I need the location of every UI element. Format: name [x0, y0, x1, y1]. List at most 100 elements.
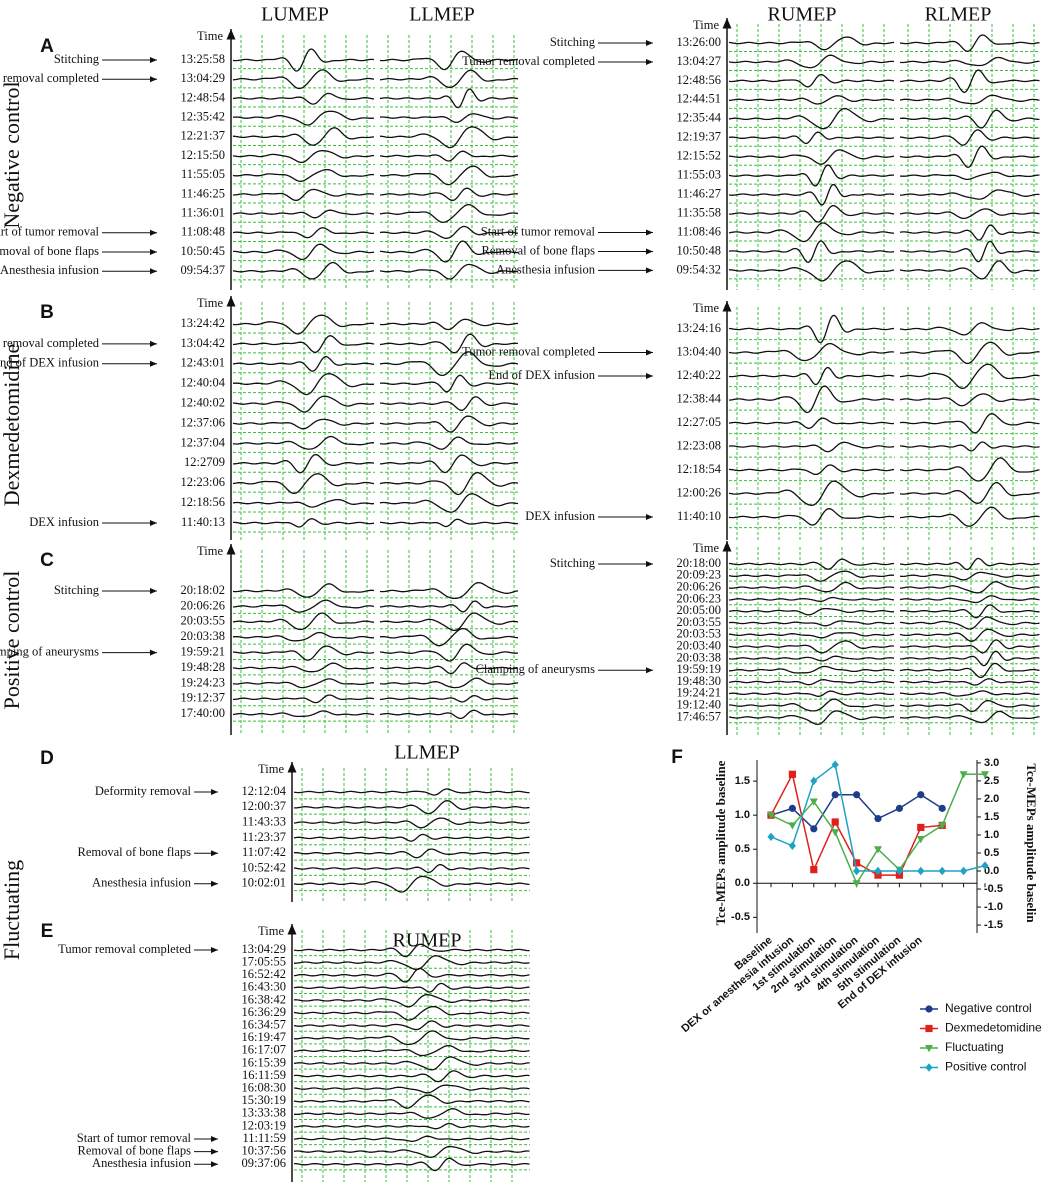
waveform — [728, 632, 895, 639]
waveform — [899, 224, 1040, 241]
time-axis-label: Time — [693, 541, 719, 555]
waveform — [293, 1145, 530, 1158]
waveform — [379, 69, 519, 88]
time-label: 11:40:10 — [677, 509, 721, 523]
legend-label: Dexmedetomidine — [945, 1021, 1042, 1035]
waveform — [232, 168, 375, 182]
waveform — [232, 314, 375, 335]
series-line — [770, 793, 943, 830]
waveform — [293, 943, 530, 958]
time-label: 12:19:37 — [677, 130, 721, 144]
waveform — [232, 355, 375, 372]
time-axis-label: Time — [197, 544, 223, 558]
waveform — [899, 628, 1040, 642]
time-label: 13:26:00 — [677, 35, 721, 49]
y2-axis-label: Tce-MEPs amplitude baselin — [1024, 763, 1039, 923]
time-label: 13:25:58 — [181, 52, 225, 66]
legend-marker — [925, 1063, 933, 1072]
data-point — [767, 832, 775, 841]
event-label: Tumor removal completed — [0, 71, 100, 85]
waveform — [379, 471, 519, 496]
y2-tick-label: 1.0 — [984, 829, 999, 841]
legend-label: Negative control — [945, 1001, 1032, 1015]
waveform — [379, 581, 519, 600]
data-point — [895, 866, 903, 876]
waveform — [232, 209, 375, 219]
data-point — [917, 866, 925, 876]
waveform — [233, 243, 375, 261]
time-label: 11:11:59 — [242, 1131, 286, 1145]
waveform — [379, 694, 519, 703]
data-point — [981, 771, 989, 779]
waveform — [233, 188, 375, 202]
waveform — [379, 600, 519, 613]
waveform — [293, 967, 530, 983]
waveform — [293, 1020, 530, 1031]
waveform — [232, 710, 375, 718]
waveform — [899, 109, 1040, 129]
waveform — [728, 480, 895, 506]
waveform — [899, 260, 1040, 280]
time-label: 12:2709 — [184, 455, 225, 469]
column-header: LUMEP — [261, 4, 329, 26]
data-point — [874, 866, 882, 876]
waveform — [232, 373, 375, 396]
time-label: 11:36:01 — [181, 205, 225, 219]
time-label: 19:48:30 — [677, 674, 721, 688]
data-point — [831, 760, 839, 769]
data-point — [853, 866, 861, 876]
time-label: 12:35:42 — [181, 109, 225, 123]
time-label: 11:35:58 — [677, 205, 721, 219]
waveform — [293, 1056, 530, 1071]
time-label: 16:19:47 — [242, 1030, 286, 1044]
waveform — [899, 639, 1040, 654]
waveform — [728, 570, 895, 582]
legend-label: Positive control — [945, 1060, 1026, 1074]
y2-tick-label: 0.5 — [984, 847, 999, 859]
waveform — [293, 833, 530, 842]
time-label: 20:03:38 — [181, 629, 225, 643]
y-tick-label: 0.5 — [735, 843, 750, 855]
waveform — [293, 1005, 530, 1021]
waveform — [728, 620, 895, 627]
legend-marker — [925, 1045, 933, 1053]
time-label: 16:38:42 — [242, 992, 286, 1006]
time-label: 13:04:29 — [242, 942, 286, 956]
waveform — [232, 435, 375, 450]
event-label: Tumor removal completed — [0, 336, 100, 350]
data-point — [938, 822, 947, 830]
event-label: Removal of bone flaps — [481, 243, 595, 257]
time-label: 16:52:42 — [242, 967, 286, 981]
waveform — [379, 333, 519, 354]
legend-marker — [925, 1005, 933, 1013]
waveform — [379, 126, 519, 149]
waveform — [728, 95, 895, 105]
y2-tick-label: 2.5 — [984, 775, 999, 787]
time-axis-label: Time — [258, 924, 284, 938]
time-label: 19:48:28 — [181, 660, 225, 674]
y2-tick-label: 0.0 — [984, 865, 999, 877]
y2-tick-label: -1.0 — [984, 901, 1003, 913]
waveform — [293, 817, 530, 829]
data-point — [810, 866, 818, 874]
waveform — [232, 395, 375, 413]
time-label: 19:59:21 — [181, 644, 225, 658]
waveform — [293, 1070, 530, 1083]
data-point — [981, 861, 989, 870]
event-label: Deformity removal — [95, 784, 192, 798]
y2-tick-label: 2.0 — [984, 793, 999, 805]
event-label: DEX infusion — [29, 515, 100, 529]
waveform — [380, 518, 519, 528]
waveform — [232, 69, 375, 90]
waveform — [899, 94, 1040, 105]
waveform — [232, 92, 375, 105]
waveform — [379, 351, 519, 377]
group-label: Negative control — [0, 81, 24, 228]
waveform — [899, 189, 1040, 200]
time-label: 11:46:25 — [181, 186, 225, 200]
data-point — [809, 798, 818, 806]
group-label: Positive control — [0, 571, 24, 710]
panel-letter: E — [41, 921, 54, 942]
event-label: Start of tumor removal — [0, 225, 100, 239]
waveform — [899, 208, 1040, 220]
